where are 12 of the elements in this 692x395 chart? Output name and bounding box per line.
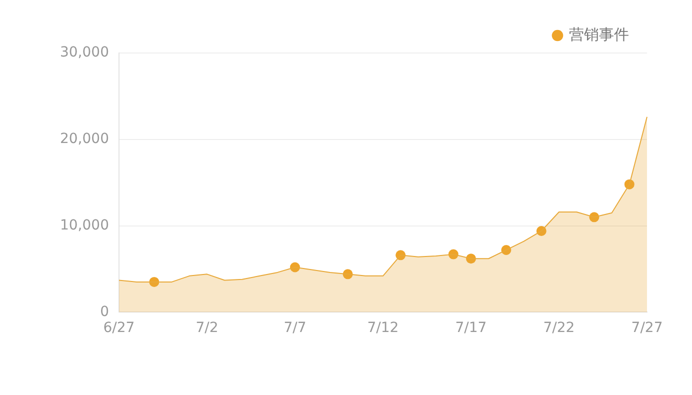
y-tick-label: 0 (100, 304, 109, 320)
x-tick-label: 7/12 (367, 320, 399, 336)
x-tick-label: 7/27 (631, 320, 663, 336)
legend-label: 营销事件 (569, 25, 629, 44)
x-tick-label: 7/2 (196, 320, 218, 336)
x-tick-label: 7/17 (455, 320, 487, 336)
x-tick-label: 7/7 (284, 320, 306, 336)
y-tick-label: 10,000 (60, 217, 109, 234)
y-tick-label: 20,000 (60, 131, 109, 148)
y-tick-label: 30,000 (60, 44, 109, 61)
x-tick-label: 6/27 (103, 320, 135, 336)
x-tick-label: 7/22 (543, 320, 575, 336)
